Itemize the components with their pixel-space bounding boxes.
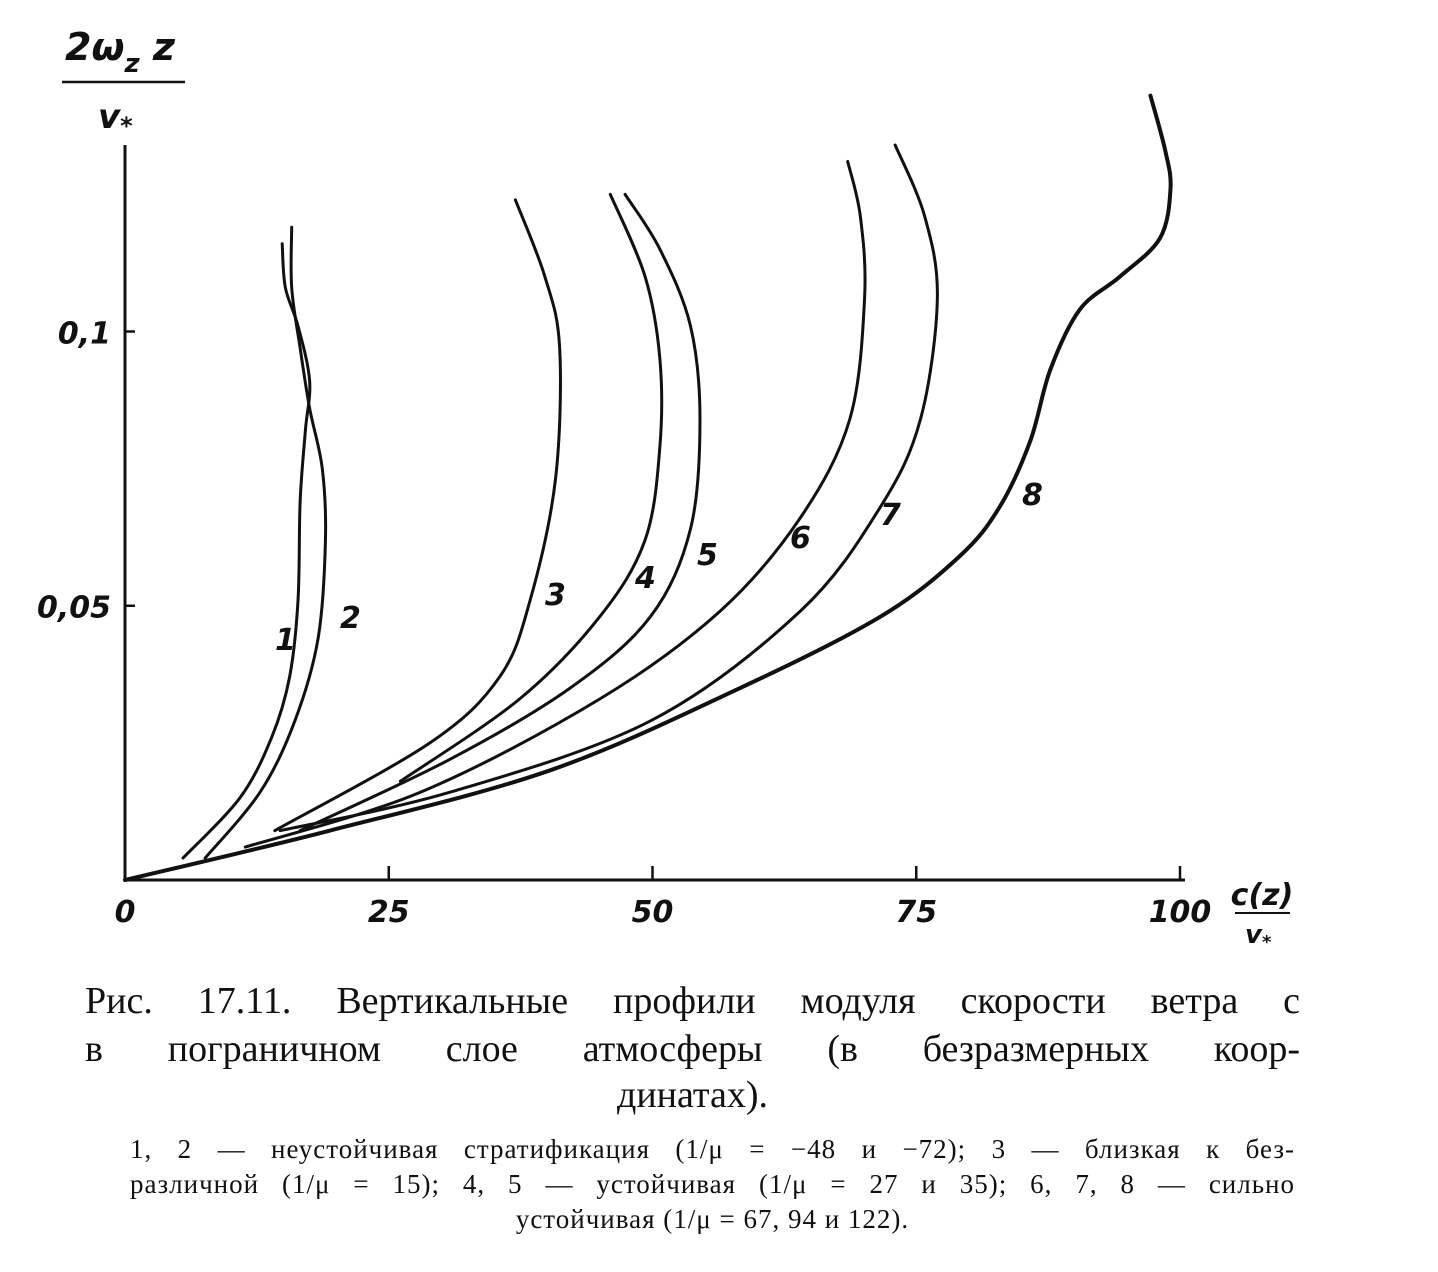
curve [123,93,1173,882]
x-tick-label: 50 [632,895,674,930]
curve [181,242,312,860]
curve-label: 5 [697,538,718,573]
x-tick-label: 75 [895,895,937,930]
caption-line: в пограничном слое атмосферы (в безразме… [85,1028,1300,1070]
y-tick-label: 0,05 [37,591,111,626]
y-axis-label-den: v* [98,97,133,140]
caption-line: динатах). [617,1074,768,1116]
note-line: 1, 2 — неустойчивая стратификация (1/μ =… [130,1134,1295,1164]
x-den-main: v [1245,920,1263,950]
caption-line: Рис. 17.11. Вертикальные профили модуля … [85,980,1300,1022]
curve-label: 1 [275,623,296,658]
curve [278,143,939,833]
y-label-main: 2ω [65,25,124,69]
x-axis-label: c(z) [1231,878,1294,913]
y-label-tail: z [140,25,176,69]
y-label-sub: z [123,49,140,79]
x-tick-label: 100 [1149,895,1212,930]
curve [243,159,867,849]
curve-label: 6 [790,521,811,556]
x-axis-label-den: v* [1245,920,1272,953]
x-den-sub: * [1262,932,1272,953]
curve [298,192,702,833]
curve-label: 3 [545,578,566,613]
y-den-main: v [98,97,122,137]
curve [203,225,328,860]
y-den-sub: * [120,112,133,140]
x-tick-label: 0 [115,895,136,930]
curve-label: 4 [634,561,656,596]
note-line: различной (1/μ = 15); 4, 5 — устойчивая … [130,1169,1295,1199]
curve [273,198,562,833]
curve-label: 8 [1022,478,1043,513]
y-tick-label: 0,1 [58,316,111,351]
curve-label: 2 [340,601,361,636]
curve-label: 7 [880,498,901,533]
curve [398,192,664,783]
y-axis-label: 2ωz z [65,25,176,79]
note-line: устойчивая (1/μ = 67, 94 и 122). [515,1204,910,1234]
x-tick-label: 25 [368,895,410,930]
